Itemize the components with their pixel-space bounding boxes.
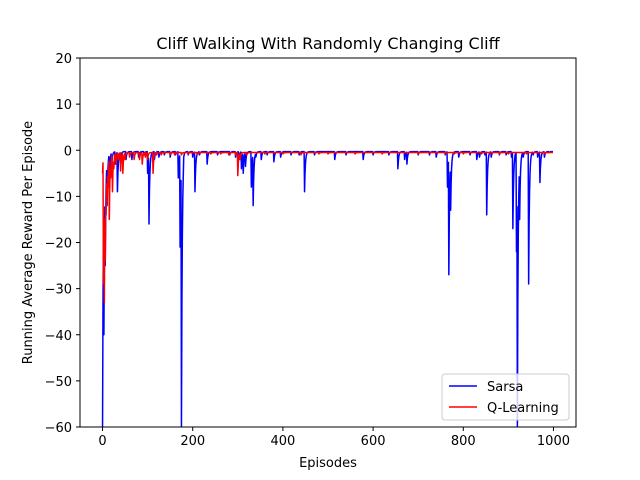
y-tick-label: −10 [45, 190, 72, 205]
y-axis: −60 −50 −40 −30 −20 −10 0 10 20 [45, 52, 80, 436]
y-axis-label: Running Average Reward Per Episode [21, 121, 36, 364]
x-tick-label: 200 [180, 434, 205, 449]
y-tick-label: −50 [45, 375, 72, 390]
series-line-q-learning [101, 151, 554, 304]
x-tick-label: 800 [451, 434, 476, 449]
y-tick-label: 20 [55, 52, 72, 67]
y-tick-label: −20 [45, 237, 72, 252]
y-tick-label: 10 [55, 98, 72, 113]
x-axis-label: Episodes [299, 456, 357, 471]
x-tick-label: 1000 [537, 434, 570, 449]
chart-title: Cliff Walking With Randomly Changing Cli… [156, 34, 500, 53]
y-tick-label: −30 [45, 283, 72, 298]
x-tick-label: 0 [98, 434, 106, 449]
x-tick-label: 600 [361, 434, 386, 449]
plot-area [101, 150, 554, 427]
y-tick-label: 0 [64, 144, 72, 159]
y-tick-label: −40 [45, 329, 72, 344]
y-tick-label: −60 [45, 421, 72, 436]
x-axis: 0 200 400 600 800 1000 [98, 427, 570, 449]
legend: Sarsa Q-Learning [441, 373, 570, 421]
legend-label-sarsa: Sarsa [487, 380, 523, 395]
legend-label-q-learning: Q-Learning [487, 401, 559, 416]
x-tick-label: 400 [270, 434, 295, 449]
